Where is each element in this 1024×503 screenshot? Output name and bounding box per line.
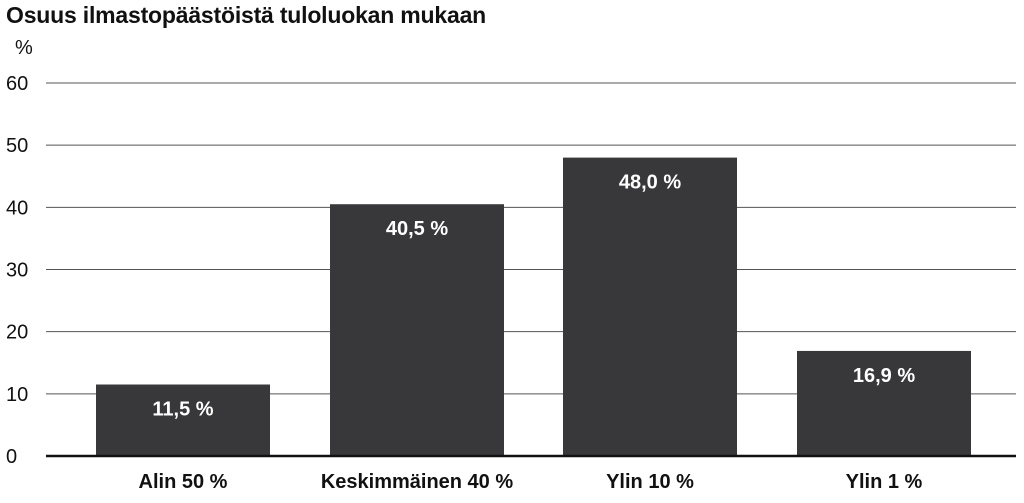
y-tick-label: 20 [6, 322, 28, 344]
data-label: 16,9 % [853, 365, 915, 387]
bar-4 [797, 350, 971, 456]
bar-3 [563, 157, 737, 456]
data-label: 48,0 % [619, 172, 681, 194]
x-category-label: Keskimmäinen 40 % [321, 471, 514, 493]
data-label: 11,5 % [152, 399, 213, 421]
y-tick-label: 60 [6, 73, 28, 95]
y-tick-label: 30 [6, 260, 28, 282]
chart-title: Osuus ilmastopäästöistä tuloluokan mukaa… [6, 2, 487, 28]
y-tick-label: 40 [6, 197, 28, 219]
y-tick-label: 50 [6, 135, 28, 157]
x-category-label: Ylin 10 % [606, 471, 694, 493]
y-axis-unit-label: % [15, 37, 33, 59]
y-tick-label: 10 [6, 384, 28, 406]
y-tick-label: 0 [6, 446, 17, 468]
x-category-label: Ylin 1 % [846, 471, 923, 493]
bar-2 [330, 204, 504, 456]
bar-1 [96, 384, 270, 456]
x-category-label: Alin 50 % [139, 471, 228, 493]
data-label: 40,5 % [386, 218, 448, 240]
